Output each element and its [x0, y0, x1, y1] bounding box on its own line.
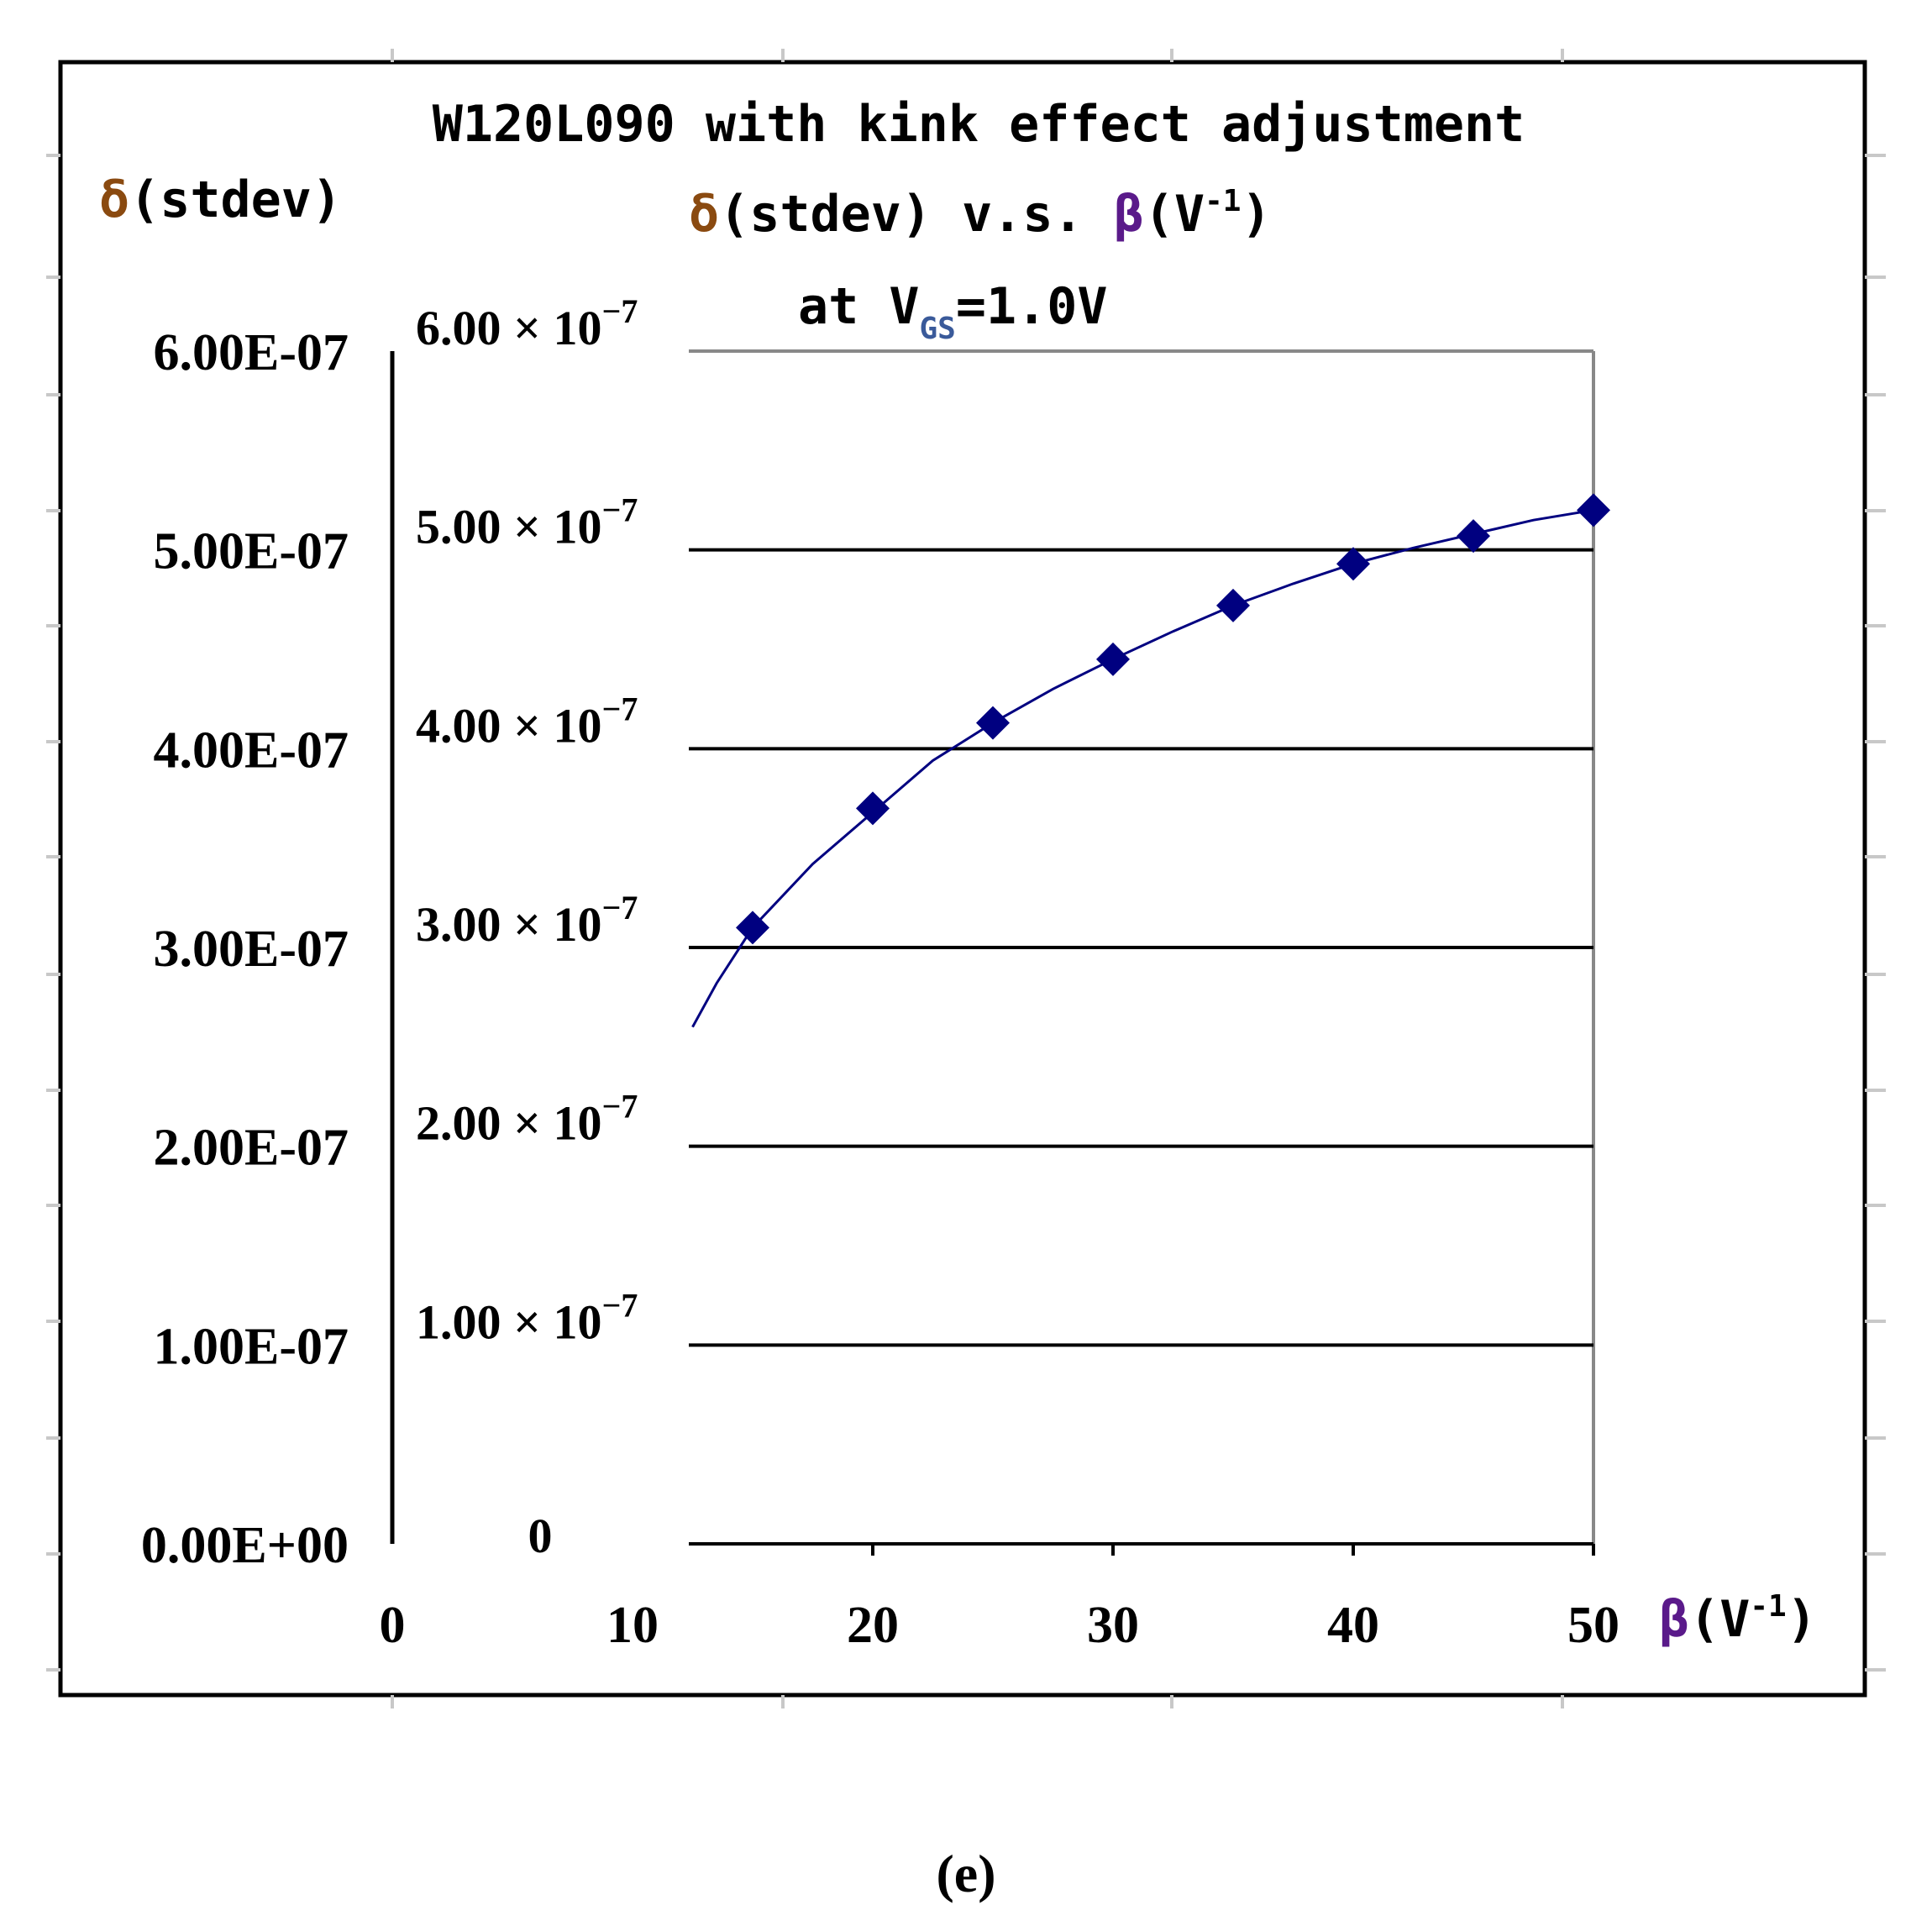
x-tick-labels: 0 10 20 30 40 50 [380, 1597, 1620, 1654]
y-tick-label-left: 3.00E-07 [154, 921, 349, 978]
inner-y-tick-labels: 6.00 × 10−7 5.00 × 10−7 4.00 × 10−7 3.00 × … [416, 292, 638, 1563]
data-point [1577, 493, 1610, 527]
data-point [1216, 588, 1250, 622]
data-point [1457, 519, 1490, 554]
x-tick-label: 40 [1327, 1597, 1379, 1654]
x-axis-beta: β [1659, 1590, 1689, 1649]
chart-title: W120L090 with kink effect adjustment [433, 95, 1525, 154]
subtitle-gs-sub: GS [920, 312, 956, 346]
data-point [736, 911, 769, 945]
y-tick-label-left: 5.00E-07 [154, 523, 349, 580]
subtitle-vgs-value: =1.0V [956, 277, 1108, 336]
x-axis-unit-sup: -1 [1750, 1589, 1786, 1624]
figure-frame [58, 60, 1867, 1698]
beta-symbol: β [1114, 185, 1144, 244]
y-tick-label-left: 1.00E-07 [154, 1318, 349, 1375]
y-tick-label-left: 0.00E+00 [141, 1517, 349, 1574]
y-tick-label-inner: 5.00 × 10−7 [416, 491, 638, 554]
data-point [1096, 642, 1130, 676]
sheet-grid-stubs [46, 49, 1886, 1708]
x-axis-label: β(V-1) [1659, 1589, 1817, 1649]
x-tick-label: 0 [380, 1597, 406, 1654]
chart-subtitle-line2: at VGS=1.0V [798, 277, 1107, 346]
subtitle-mid: (stdev) v.s. [719, 185, 1114, 244]
data-points [736, 493, 1610, 945]
subtitle-at-v: at V [798, 277, 920, 336]
chart-subtitle-line1: δ(stdev) v.s. β(V-1) [689, 184, 1272, 244]
data-point [976, 706, 1010, 740]
data-point [856, 791, 890, 826]
x-tick-label: 50 [1567, 1597, 1620, 1654]
subtitle-unit-sup: -1 [1205, 184, 1241, 218]
y-tick-label-left: 4.00E-07 [154, 722, 349, 779]
x-axis-unit-b: ) [1787, 1590, 1817, 1649]
gridlines [689, 548, 1593, 1546]
x-tick-label: 20 [847, 1597, 899, 1654]
x-tick-marks [871, 1544, 1595, 1556]
y-tick-label-left: 6.00E-07 [154, 324, 349, 381]
data-point [1336, 547, 1370, 581]
x-tick-label: 30 [1087, 1597, 1139, 1654]
figure-caption: (e) [936, 1844, 995, 1903]
y-axis-label: δ(stdev) [99, 171, 342, 229]
trendline [691, 508, 1594, 1028]
subtitle-unit-b: ) [1241, 185, 1271, 244]
y-axis-text: (stdev) [129, 171, 342, 229]
y-axis-delta: δ [99, 171, 129, 229]
y-tick-label-left: 2.00E-07 [154, 1120, 349, 1177]
y-tick-label-inner: 0 [528, 1509, 553, 1563]
x-axis-unit-a: (V [1689, 1590, 1750, 1649]
left-y-tick-labels: 6.00E-07 5.00E-07 4.00E-07 3.00E-07 2.00E-07… [141, 324, 349, 1574]
y-tick-label-inner: 4.00 × 10−7 [416, 690, 638, 753]
x-tick-label: 10 [606, 1597, 659, 1654]
y-tick-label-inner: 6.00 × 10−7 [416, 292, 638, 355]
y-tick-label-inner: 3.00 × 10−7 [416, 889, 638, 952]
y-tick-label-inner: 2.00 × 10−7 [416, 1088, 638, 1151]
y-tick-label-inner: 1.00 × 10−7 [416, 1286, 638, 1349]
delta-symbol: δ [689, 185, 719, 244]
subtitle-unit-a: (V [1144, 185, 1205, 244]
